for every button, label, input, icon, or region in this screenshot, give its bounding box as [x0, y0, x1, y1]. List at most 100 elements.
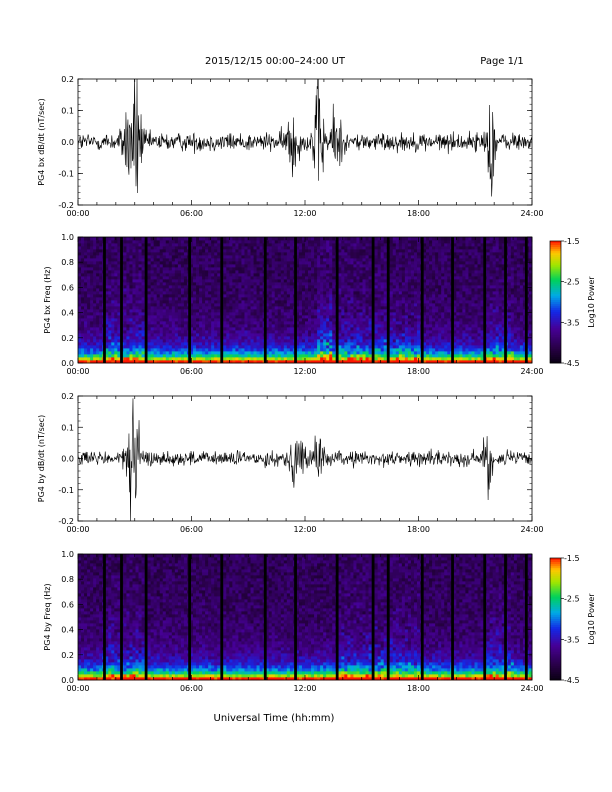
heatmap-cell — [416, 348, 421, 352]
heatmap-cell — [168, 342, 173, 346]
heatmap-cell — [398, 357, 403, 361]
heatmap-cell — [202, 357, 206, 361]
heatmap-cell — [271, 261, 276, 265]
heatmap-cell — [150, 255, 155, 259]
heatmap-cell — [368, 321, 372, 325]
heatmap-cell — [123, 306, 127, 310]
heatmap-cell — [347, 237, 351, 241]
heatmap-cell — [320, 357, 324, 361]
heatmap-cell — [295, 309, 300, 313]
heatmap-cell — [141, 327, 145, 331]
heatmap-cell — [138, 267, 142, 271]
heatmap-cell — [259, 264, 264, 268]
heatmap-cell — [141, 273, 145, 277]
heatmap-cell — [177, 348, 182, 352]
heatmap-cell — [344, 288, 348, 292]
heatmap-cell — [202, 261, 206, 265]
heatmap-cell — [162, 315, 167, 319]
heatmap-cell — [395, 291, 400, 295]
heatmap-cell — [283, 297, 288, 301]
heatmap-cell — [332, 351, 336, 355]
heatmap-cell — [395, 249, 400, 253]
heatmap-cell — [165, 279, 170, 283]
heatmap-cell — [174, 285, 179, 289]
heatmap-cell — [289, 324, 294, 328]
heatmap-cell — [99, 240, 103, 244]
heatmap-cell — [244, 327, 248, 331]
heatmap-cell — [168, 267, 173, 271]
heatmap-cell — [362, 348, 366, 352]
heatmap-cell — [407, 246, 412, 250]
heatmap-cell — [350, 306, 354, 310]
heatmap-cell — [389, 318, 394, 322]
heatmap-cell — [374, 255, 379, 259]
heatmap-cell — [359, 348, 363, 352]
heatmap-cell — [168, 255, 173, 259]
heatmap-cell — [229, 309, 233, 313]
heatmap-cell — [141, 300, 145, 304]
heatmap-cell — [114, 336, 118, 340]
heatmap-cell — [214, 327, 218, 331]
heatmap-cell — [362, 240, 366, 244]
heatmap-cell — [250, 303, 254, 307]
heatmap-cell — [135, 309, 139, 313]
heatmap-cell — [156, 345, 161, 349]
heatmap-cell — [298, 264, 303, 268]
heatmap-cell — [413, 360, 418, 364]
heatmap-cell — [141, 342, 145, 346]
heatmap-cell — [135, 318, 139, 322]
heatmap-cell — [413, 252, 418, 256]
heatmap-cell — [329, 282, 333, 286]
heatmap-cell — [311, 297, 315, 301]
heatmap-cell — [274, 321, 279, 325]
heatmap-cell — [365, 300, 369, 304]
heatmap-cell — [238, 351, 242, 355]
heatmap-cell — [401, 243, 406, 247]
heatmap-cell — [274, 285, 279, 289]
heatmap-cell — [105, 315, 109, 319]
heatmap-cell — [235, 264, 239, 268]
heatmap-cell — [217, 333, 221, 337]
heatmap-cell — [165, 315, 170, 319]
heatmap-cell — [93, 357, 97, 361]
heatmap-cell — [247, 258, 251, 262]
heatmap-cell — [398, 354, 403, 358]
heatmap-cell — [199, 237, 203, 241]
heatmap-cell — [416, 300, 421, 304]
heatmap-cell — [423, 318, 427, 322]
heatmap-cell — [259, 252, 264, 256]
heatmap-cell — [214, 291, 218, 295]
heatmap-cell — [395, 300, 400, 304]
heatmap-cell — [96, 312, 100, 316]
heatmap-cell — [344, 351, 348, 355]
heatmap-cell — [214, 315, 218, 319]
heatmap-cell — [226, 285, 230, 289]
heatmap-cell — [84, 297, 88, 301]
heatmap-cell — [329, 333, 333, 337]
heatmap-cell — [305, 336, 309, 340]
heatmap-cell — [217, 252, 221, 256]
heatmap-cell — [208, 252, 212, 256]
heatmap-cell — [78, 321, 82, 325]
heatmap-cell — [401, 360, 406, 364]
heatmap-cell — [301, 309, 306, 313]
heatmap-cell — [205, 321, 209, 325]
heatmap-cell — [81, 276, 85, 280]
heatmap-cell — [341, 300, 345, 304]
heatmap-cell — [426, 264, 430, 268]
heatmap-cell — [183, 264, 188, 268]
heatmap-cell — [401, 237, 406, 241]
heatmap-cell — [132, 351, 136, 355]
heatmap-cell — [392, 336, 397, 340]
heatmap-cell — [362, 324, 366, 328]
heatmap-cell — [247, 276, 251, 280]
heatmap-cell — [241, 303, 245, 307]
heatmap-cell — [308, 300, 312, 304]
heatmap-cell — [301, 327, 306, 331]
heatmap-cell — [308, 324, 312, 328]
heatmap-cell — [108, 312, 112, 316]
heatmap-cell — [123, 270, 127, 274]
heatmap-cell — [87, 261, 91, 265]
heatmap-cell — [332, 261, 336, 265]
heatmap-cell — [332, 279, 336, 283]
